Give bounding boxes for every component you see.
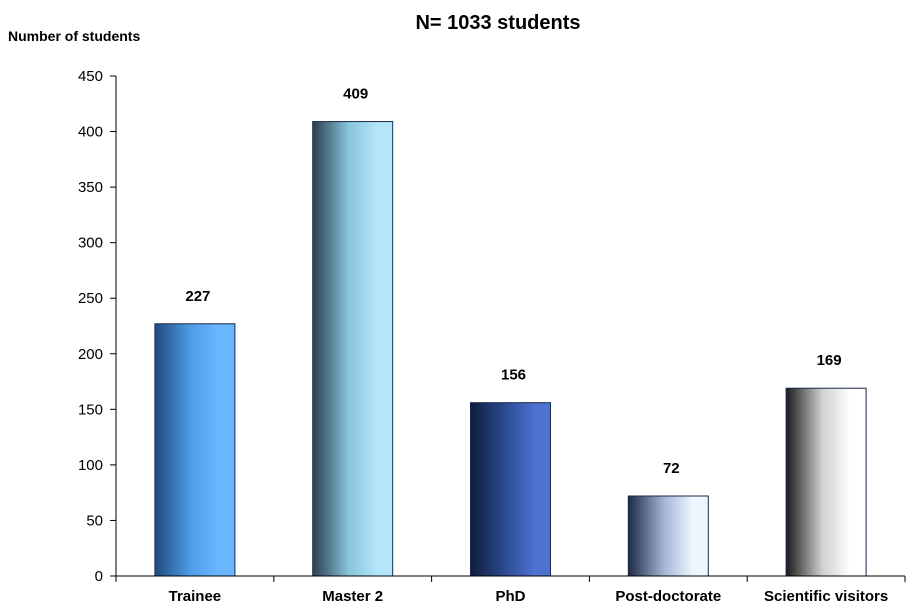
y-tick-label: 250 (78, 290, 103, 307)
x-category-label: PhD (496, 588, 526, 605)
y-tick-label: 150 (78, 401, 103, 418)
y-tick-label: 100 (78, 457, 103, 474)
bar-master-2 (312, 121, 394, 577)
data-label: 227 (185, 288, 210, 305)
x-category-label: Scientific visitors (764, 588, 888, 605)
bar-phd (470, 402, 551, 577)
y-tick-label: 0 (95, 568, 103, 585)
x-category-label: Post-doctorate (615, 588, 721, 605)
y-tick-label: 450 (78, 68, 103, 85)
y-tick-label: 300 (78, 235, 103, 252)
y-axis: 0 50 100 150 200 250 300 350 400 450 (78, 68, 116, 585)
bars-group (154, 121, 867, 577)
data-label: 409 (343, 86, 368, 103)
x-category-label: Trainee (169, 588, 222, 605)
data-label: 72 (663, 460, 680, 477)
x-axis: Trainee Master 2 PhD Post-doctorate Scientif… (115, 576, 906, 605)
y-tick-label: 50 (86, 512, 103, 529)
y-tick-label: 400 (78, 124, 103, 141)
data-labels: 227 409 156 72 169 (185, 86, 841, 477)
y-tick-label: 200 (78, 346, 103, 363)
data-label: 169 (817, 352, 842, 369)
data-label: 156 (501, 367, 526, 384)
y-tick-label: 350 (78, 179, 103, 196)
bar-trainee (154, 323, 236, 577)
bar-scientific-visitors (785, 387, 867, 577)
bar-post-doctorate (627, 495, 709, 577)
chart-title: N= 1033 students (415, 12, 580, 34)
x-category-label: Master 2 (322, 588, 383, 605)
y-axis-label: Number of students (8, 28, 140, 44)
